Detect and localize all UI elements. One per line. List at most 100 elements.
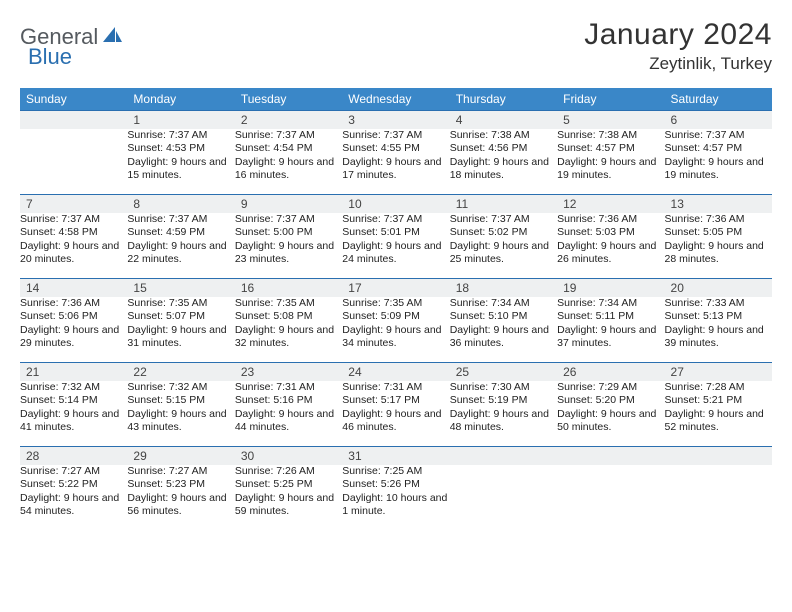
sunrise-text: Sunrise: 7:34 AM xyxy=(557,297,637,309)
sunrise-text: Sunrise: 7:26 AM xyxy=(235,465,315,477)
sunset-text: Sunset: 5:11 PM xyxy=(557,310,634,322)
sunrise-text: Sunrise: 7:37 AM xyxy=(450,213,530,225)
day-number-cell: 2 xyxy=(235,111,342,129)
day-content-cell: Sunrise: 7:30 AMSunset: 5:19 PMDaylight:… xyxy=(450,381,557,447)
day-number: 7 xyxy=(20,195,127,212)
day-content-cell: Sunrise: 7:35 AMSunset: 5:09 PMDaylight:… xyxy=(342,297,449,363)
sunset-text: Sunset: 5:21 PM xyxy=(665,394,743,406)
sunrise-text: Sunrise: 7:37 AM xyxy=(235,213,315,225)
daylight-text: Daylight: 9 hours and 34 minutes. xyxy=(342,324,441,350)
day-content-cell: Sunrise: 7:32 AMSunset: 5:15 PMDaylight:… xyxy=(127,381,234,447)
sunset-text: Sunset: 5:02 PM xyxy=(450,226,528,238)
day-content-cell: Sunrise: 7:34 AMSunset: 5:10 PMDaylight:… xyxy=(450,297,557,363)
day-number: 16 xyxy=(235,279,342,296)
day-content-cell: Sunrise: 7:38 AMSunset: 4:56 PMDaylight:… xyxy=(450,129,557,195)
day-content-cell: Sunrise: 7:33 AMSunset: 5:13 PMDaylight:… xyxy=(665,297,772,363)
sunset-text: Sunset: 4:57 PM xyxy=(665,142,743,154)
daylight-text: Daylight: 9 hours and 15 minutes. xyxy=(127,156,226,182)
day-content-cell xyxy=(450,465,557,531)
daylight-text: Daylight: 9 hours and 46 minutes. xyxy=(342,408,441,434)
sunset-text: Sunset: 5:17 PM xyxy=(342,394,420,406)
sunset-text: Sunset: 4:56 PM xyxy=(450,142,528,154)
sunrise-text: Sunrise: 7:29 AM xyxy=(557,381,637,393)
weekday-header: Tuesday xyxy=(235,88,342,111)
day-number-cell: 5 xyxy=(557,111,664,129)
day-number: 15 xyxy=(127,279,234,296)
day-number-row: 21222324252627 xyxy=(20,363,772,381)
daylight-text: Daylight: 9 hours and 24 minutes. xyxy=(342,240,441,266)
calendar-page: General January 2024 Zeytinlik, Turkey B… xyxy=(0,0,792,612)
daylight-text: Daylight: 9 hours and 25 minutes. xyxy=(450,240,549,266)
day-number: 5 xyxy=(557,111,664,128)
sunset-text: Sunset: 5:19 PM xyxy=(450,394,528,406)
sunrise-text: Sunrise: 7:25 AM xyxy=(342,465,422,477)
sunset-text: Sunset: 5:16 PM xyxy=(235,394,313,406)
sunset-text: Sunset: 5:00 PM xyxy=(235,226,313,238)
daylight-text: Daylight: 9 hours and 43 minutes. xyxy=(127,408,226,434)
calendar-header-row: Sunday Monday Tuesday Wednesday Thursday… xyxy=(20,88,772,111)
day-number: 27 xyxy=(665,363,772,380)
sunrise-text: Sunrise: 7:37 AM xyxy=(127,213,207,225)
day-number-row: 78910111213 xyxy=(20,195,772,213)
weekday-header: Thursday xyxy=(450,88,557,111)
sunset-text: Sunset: 5:03 PM xyxy=(557,226,635,238)
day-number-cell: 3 xyxy=(342,111,449,129)
day-number-cell: 31 xyxy=(342,447,449,465)
daylight-text: Daylight: 10 hours and 1 minute. xyxy=(342,492,447,518)
day-number: 25 xyxy=(450,363,557,380)
sunset-text: Sunset: 4:57 PM xyxy=(557,142,635,154)
day-content-row: Sunrise: 7:32 AM Sunset: 5:14 PM Daylight:… xyxy=(20,381,772,447)
day-number: 31 xyxy=(342,447,449,464)
day-number-cell: 6 xyxy=(665,111,772,129)
logo-sail-icon xyxy=(101,25,123,50)
sunrise-text: Sunrise: 7:37 AM xyxy=(342,213,422,225)
sunset-text: Sunset: 5:08 PM xyxy=(235,310,313,322)
day-number: 10 xyxy=(342,195,449,212)
sunrise-text: Sunrise: 7:37 AM xyxy=(20,213,100,225)
daylight-text: Daylight: 9 hours and 54 minutes. xyxy=(20,492,119,518)
day-content-cell xyxy=(665,465,772,531)
day-number: 28 xyxy=(20,447,127,464)
day-number-cell: 23 xyxy=(235,363,342,381)
day-number-row: 123456 xyxy=(20,111,772,129)
daylight-text: Daylight: 9 hours and 26 minutes. xyxy=(557,240,656,266)
sunset-text: Sunset: 5:10 PM xyxy=(450,310,528,322)
day-number: 3 xyxy=(342,111,449,128)
day-number-cell: 16 xyxy=(235,279,342,297)
logo-text-blue: Blue xyxy=(28,44,72,69)
day-number-cell: 14 xyxy=(20,279,127,297)
day-number: 2 xyxy=(235,111,342,128)
day-number: 9 xyxy=(235,195,342,212)
day-number-cell: 17 xyxy=(342,279,449,297)
day-number-cell: 28 xyxy=(20,447,127,465)
day-number: 24 xyxy=(342,363,449,380)
day-number: 8 xyxy=(127,195,234,212)
day-number-cell: 7 xyxy=(20,195,127,213)
daylight-text: Daylight: 9 hours and 28 minutes. xyxy=(665,240,764,266)
sunrise-text: Sunrise: 7:36 AM xyxy=(20,297,100,309)
sunrise-text: Sunrise: 7:32 AM xyxy=(127,381,207,393)
daylight-text: Daylight: 9 hours and 50 minutes. xyxy=(557,408,656,434)
day-content-cell: Sunrise: 7:37 AMSunset: 4:53 PMDaylight:… xyxy=(127,129,234,195)
weekday-header: Sunday xyxy=(20,88,127,111)
weekday-header: Friday xyxy=(557,88,664,111)
sunrise-text: Sunrise: 7:33 AM xyxy=(665,297,745,309)
sunset-text: Sunset: 5:14 PM xyxy=(20,394,98,406)
day-number-cell: 10 xyxy=(342,195,449,213)
daylight-text: Daylight: 9 hours and 22 minutes. xyxy=(127,240,226,266)
day-number-cell: 20 xyxy=(665,279,772,297)
day-content-cell: Sunrise: 7:38 AMSunset: 4:57 PMDaylight:… xyxy=(557,129,664,195)
day-content-cell: Sunrise: 7:36 AMSunset: 5:05 PMDaylight:… xyxy=(665,213,772,279)
sunrise-text: Sunrise: 7:37 AM xyxy=(342,129,422,141)
sunrise-text: Sunrise: 7:36 AM xyxy=(557,213,637,225)
day-number: 4 xyxy=(450,111,557,128)
daylight-text: Daylight: 9 hours and 44 minutes. xyxy=(235,408,334,434)
day-number-cell: 15 xyxy=(127,279,234,297)
sunrise-text: Sunrise: 7:28 AM xyxy=(665,381,745,393)
day-number-cell: 30 xyxy=(235,447,342,465)
daylight-text: Daylight: 9 hours and 20 minutes. xyxy=(20,240,119,266)
sunrise-text: Sunrise: 7:36 AM xyxy=(665,213,745,225)
daylight-text: Daylight: 9 hours and 37 minutes. xyxy=(557,324,656,350)
day-content-cell: Sunrise: 7:34 AMSunset: 5:11 PM Daylight:… xyxy=(557,297,664,363)
sunset-text: Sunset: 4:54 PM xyxy=(235,142,313,154)
